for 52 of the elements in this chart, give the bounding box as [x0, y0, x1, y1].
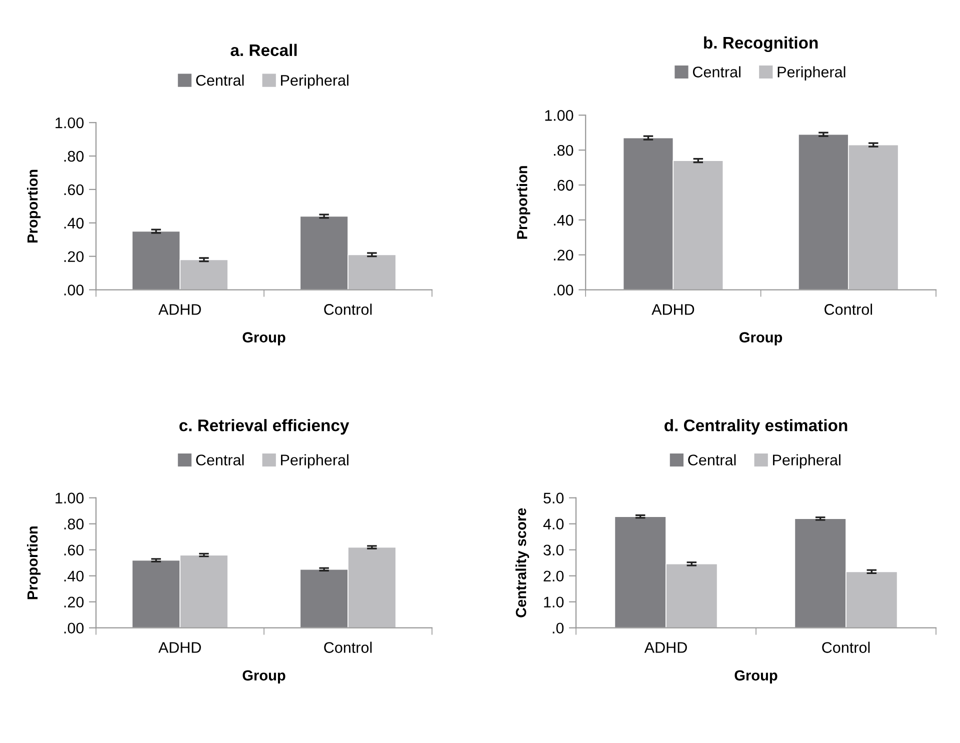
y-tick-label: .20 [554, 250, 574, 261]
y-tick-label: .40 [64, 570, 84, 582]
y-tick-label: .00 [554, 284, 574, 296]
y-tick-label: .60 [554, 180, 574, 191]
y-tick-label: .20 [64, 596, 84, 608]
chart-title: d. Centrality estimation [664, 419, 848, 435]
legend-label: Central [692, 66, 740, 78]
y-tick-label: 1.00 [545, 110, 574, 121]
legend-label: Peripheral [281, 454, 348, 468]
x-tick-label: ADHD [652, 304, 694, 315]
legend-label: Central [196, 74, 244, 86]
x-tick-label: ADHD [158, 642, 201, 653]
x-tick-label: Control [324, 304, 372, 315]
legend-label: Peripheral [778, 66, 846, 80]
x-tick-label: Control [822, 642, 870, 653]
y-tick-label: 4.0 [543, 518, 564, 530]
x-tick-label: ADHD [644, 642, 687, 653]
y-tick-label: .20 [64, 251, 84, 262]
x-tick-label: Control [324, 642, 372, 653]
y-tick-label: 1.0 [544, 596, 564, 608]
y-tick-label: 2.0 [544, 570, 564, 582]
legend-label: Central [196, 454, 244, 466]
y-tick-label: 1.00 [56, 492, 84, 504]
y-tick-label: .80 [554, 144, 574, 156]
y-tick-label: .60 [64, 544, 84, 556]
legend-label: Peripheral [281, 74, 348, 89]
y-tick-label: .40 [64, 218, 84, 229]
y-tick-label: .40 [554, 214, 574, 226]
y-axis-title: Centrality score [515, 508, 530, 618]
chart-title: a. Recall [230, 44, 297, 56]
y-tick-label: .00 [64, 284, 84, 296]
y-tick-label: 3.0 [544, 544, 564, 556]
x-axis-title: Group [734, 670, 778, 684]
y-axis-title: Proportion [26, 526, 41, 600]
y-axis-title: Proportion [516, 166, 530, 239]
x-tick-label: Control [824, 304, 872, 315]
x-tick-label: ADHD [158, 304, 201, 315]
y-tick-label: 1.00 [56, 117, 84, 128]
y-tick-label: .00 [64, 622, 84, 634]
legend-label: Central [688, 454, 736, 466]
chart-title: b. Recognition [704, 36, 818, 52]
y-tick-label: 5.0 [544, 492, 564, 504]
x-axis-title: Group [740, 332, 782, 346]
y-tick-label: .80 [64, 518, 84, 530]
y-tick-label: .0 [552, 622, 564, 634]
y-tick-label: .80 [64, 150, 84, 162]
x-axis-title: Group [242, 332, 286, 346]
y-tick-label: .60 [64, 184, 84, 196]
legend-label: Peripheral [773, 454, 840, 468]
chart-title: c. Retrieval efficiency [179, 419, 350, 435]
x-axis-title: Group [242, 670, 286, 684]
y-axis-title: Proportion [26, 170, 41, 242]
